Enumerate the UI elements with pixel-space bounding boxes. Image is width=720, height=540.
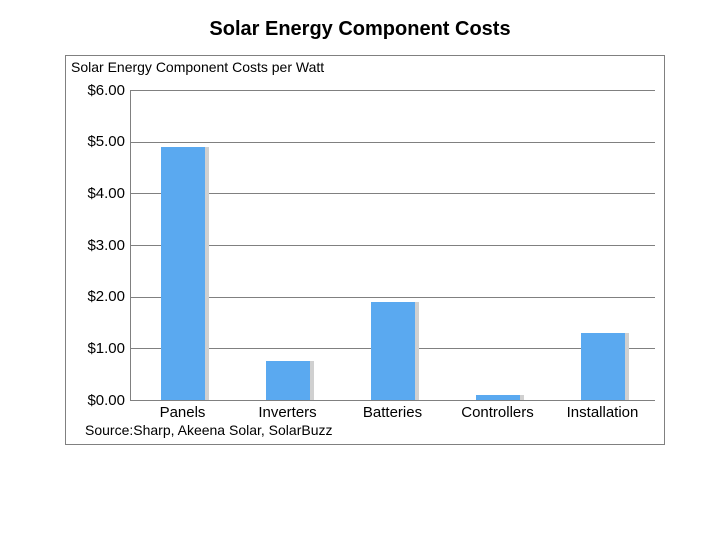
bar (371, 302, 415, 400)
source-text: Source:Sharp, Akeena Solar, SolarBuzz (85, 422, 332, 438)
chart-subtitle: Solar Energy Component Costs per Watt (71, 59, 324, 75)
x-tick-label: Batteries (340, 404, 445, 421)
bar-fill (476, 395, 520, 400)
plot-area (130, 90, 655, 400)
gridline (130, 297, 655, 298)
x-tick-label: Panels (130, 404, 235, 421)
y-tick-label: $3.00 (70, 237, 125, 254)
y-tick-label: $0.00 (70, 392, 125, 409)
bar (581, 333, 625, 400)
y-tick-label: $1.00 (70, 340, 125, 357)
y-tick-label: $2.00 (70, 288, 125, 305)
bar (476, 395, 520, 400)
y-tick-label: $6.00 (70, 82, 125, 99)
bar-fill (371, 302, 415, 400)
y-tick-label: $4.00 (70, 185, 125, 202)
bar (161, 147, 205, 400)
gridline (130, 90, 655, 91)
gridline (130, 245, 655, 246)
bar-fill (161, 147, 205, 400)
gridline (130, 400, 655, 401)
x-tick-label: Inverters (235, 404, 340, 421)
y-tick-label: $5.00 (70, 133, 125, 150)
chart-title: Solar Energy Component Costs (0, 18, 720, 41)
bar (266, 361, 310, 400)
bar-fill (581, 333, 625, 400)
bar-fill (266, 361, 310, 400)
x-tick-label: Controllers (445, 404, 550, 421)
gridline (130, 193, 655, 194)
gridline (130, 142, 655, 143)
x-tick-label: Installation (550, 404, 655, 421)
